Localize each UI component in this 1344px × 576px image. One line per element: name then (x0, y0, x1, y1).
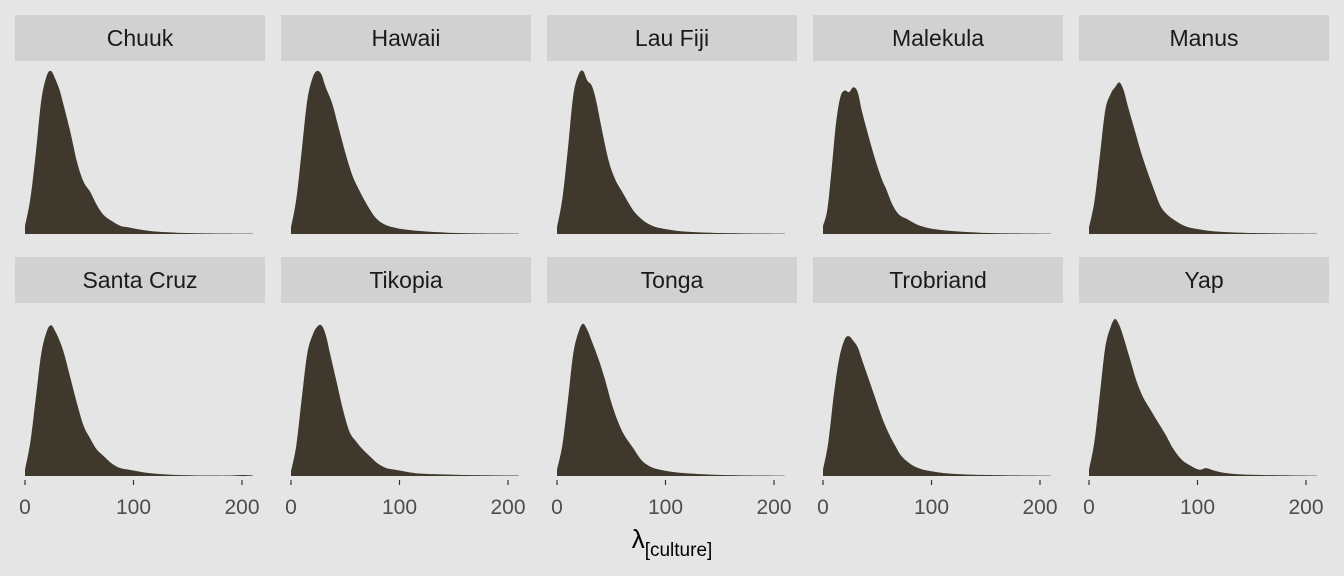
facet-yap: Yap 0 100 200 (1079, 257, 1329, 519)
x-tick-label: 0 (1083, 496, 1095, 519)
facet-strip-label: Trobriand (889, 267, 987, 293)
facet-strip (1079, 15, 1329, 61)
x-tick-label: 200 (756, 496, 791, 519)
facet-strip-label: Chuuk (107, 25, 174, 51)
x-tick-label: 0 (19, 496, 31, 519)
x-tick-label: 100 (648, 496, 683, 519)
x-tick-label: 200 (224, 496, 259, 519)
facet-strip-label: Tikopia (369, 267, 442, 293)
facet-strip-label: Yap (1184, 267, 1223, 293)
facet-strip-label: Manus (1169, 25, 1238, 51)
density-area-santa-cruz (25, 325, 253, 476)
facet-tikopia: Tikopia 0 100 200 (281, 257, 531, 519)
x-tick-label: 0 (551, 496, 563, 519)
facet-lau-fiji: Lau Fiji (547, 15, 797, 235)
facet-strip-label: Hawaii (371, 25, 440, 51)
facet-strip (15, 15, 265, 61)
x-tick-label: 0 (817, 496, 829, 519)
x-tick-label: 0 (285, 496, 297, 519)
x-axis-label-main: λ (632, 524, 645, 554)
facet-tonga: Tonga 0 100 200 (547, 257, 797, 519)
facet-strip (1079, 257, 1329, 303)
x-tick-label: 100 (116, 496, 151, 519)
facet-strip (15, 257, 265, 303)
facet-panels: Chuuk Hawaii Lau Fiji Malekula Manus Santa Cr… (15, 15, 1329, 519)
facet-strip (547, 257, 797, 303)
facet-strip (547, 15, 797, 61)
density-area-trobriand (823, 336, 1051, 476)
x-tick-label: 200 (490, 496, 525, 519)
facet-strip-label: Santa Cruz (82, 267, 197, 293)
facet-strip-label: Malekula (892, 25, 984, 51)
facet-trobriand: Trobriand 0 100 200 (813, 257, 1063, 519)
density-area-yap (1089, 318, 1317, 476)
x-tick-label: 100 (382, 496, 417, 519)
density-area-manus (1089, 82, 1317, 234)
density-area-hawaii (291, 70, 519, 235)
facet-malekula: Malekula (813, 15, 1063, 234)
x-tick-label: 200 (1022, 496, 1057, 519)
facet-strip (281, 257, 531, 303)
facet-strip (813, 257, 1063, 303)
facet-strip (281, 15, 531, 61)
facet-hawaii: Hawaii (281, 15, 531, 235)
x-axis-label: λ[culture] (632, 524, 713, 561)
density-area-lau-fiji (557, 70, 785, 235)
density-area-tonga (557, 323, 785, 476)
x-tick-label: 200 (1288, 496, 1323, 519)
x-tick-label: 100 (914, 496, 949, 519)
facet-manus: Manus (1079, 15, 1329, 234)
facet-strip-label: Lau Fiji (635, 25, 709, 51)
x-axis-label-subscript: [culture] (645, 540, 713, 561)
x-tick-label: 100 (1180, 496, 1215, 519)
density-area-malekula (823, 87, 1051, 234)
facet-santa-cruz: Santa Cruz 0 100 200 (15, 257, 265, 519)
density-area-tikopia (291, 324, 519, 476)
facet-strip-label: Tonga (641, 267, 704, 293)
density-area-chuuk (25, 70, 253, 234)
facet-chuuk: Chuuk (15, 15, 265, 234)
facet-strip (813, 15, 1063, 61)
